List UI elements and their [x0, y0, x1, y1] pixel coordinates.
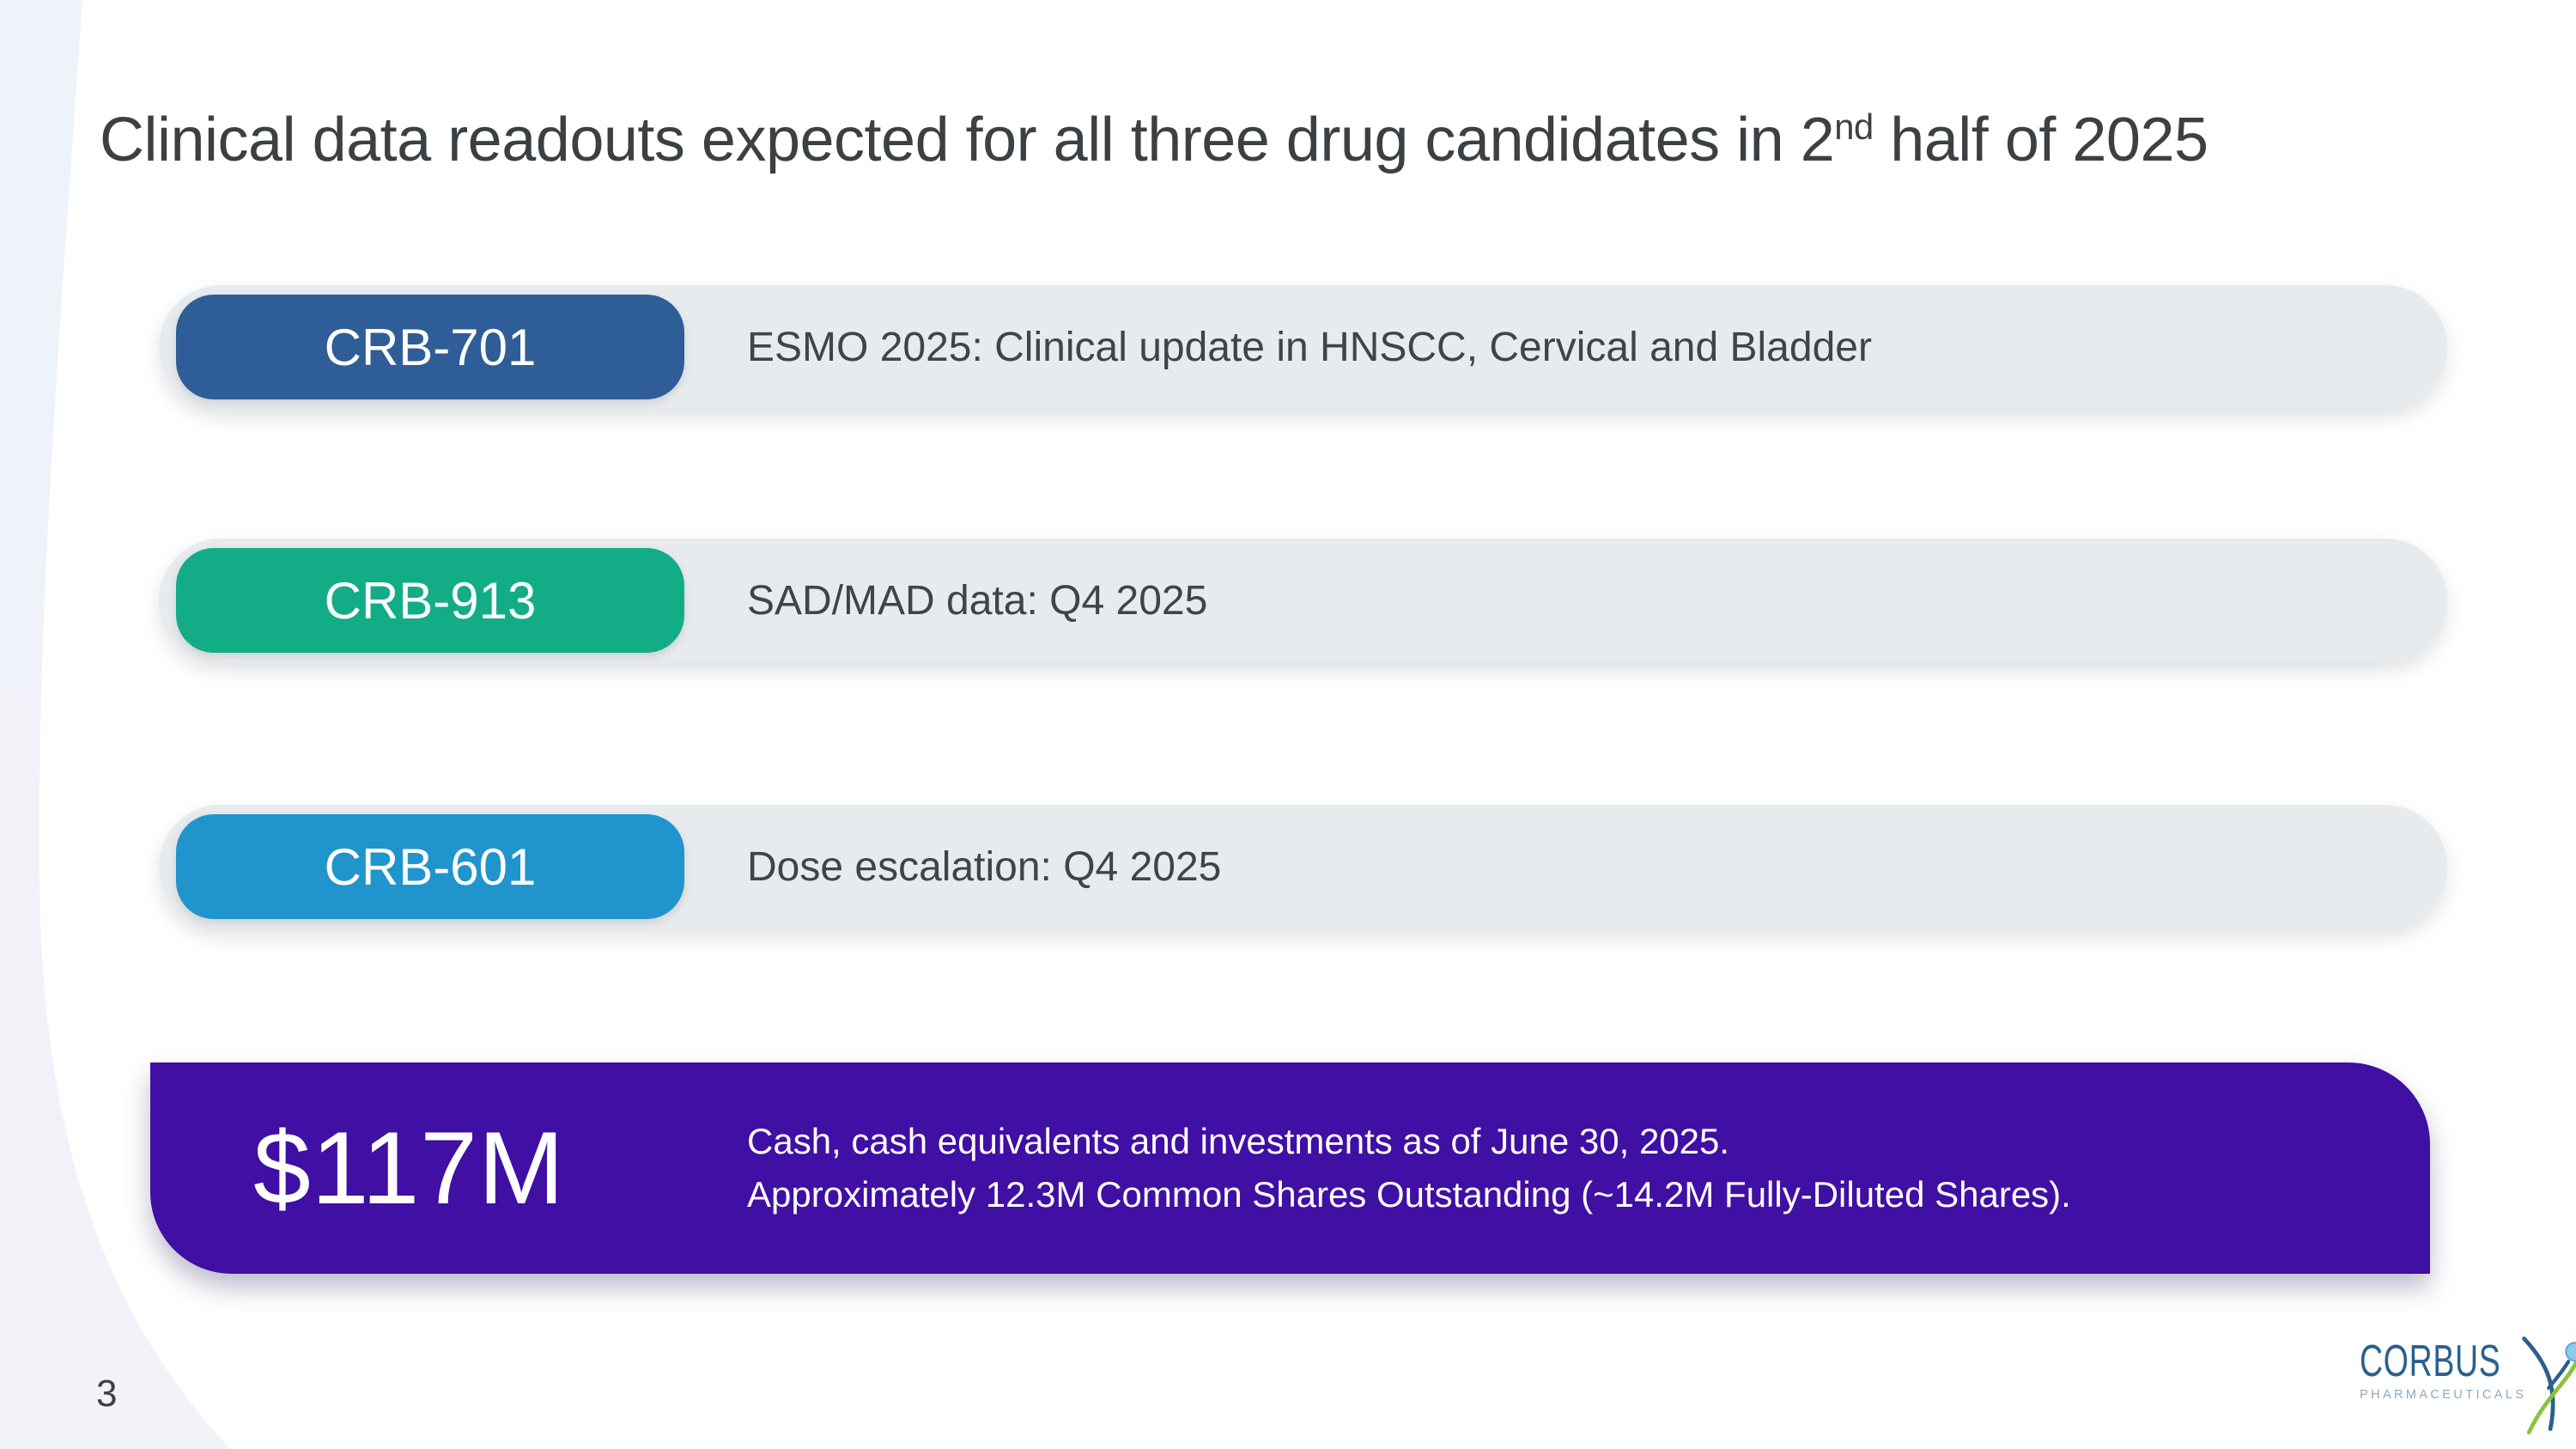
cash-description: Cash, cash equivalents and investments a… — [747, 1115, 2071, 1221]
logo-subtitle: PHARMACEUTICALS — [2360, 1388, 2527, 1402]
pill-crb-701: CRB-701 — [176, 295, 684, 399]
corbus-logo: CORBUS PHARMACEUTICALS — [2360, 1336, 2576, 1434]
readout-description: ESMO 2025: Clinical update in HNSCC, Cer… — [747, 324, 1872, 370]
readout-description: SAD/MAD data: Q4 2025 — [747, 577, 1208, 624]
pill-label: CRB-601 — [324, 837, 537, 896]
readout-row-crb-701: CRB-701 ESMO 2025: Clinical update in HN… — [159, 285, 2447, 409]
title-text-before: Clinical data readouts expected for all … — [100, 106, 1835, 174]
logo-company-name: CORBUS — [2360, 1336, 2501, 1386]
readout-row-crb-601: CRB-601 Dose escalation: Q4 2025 — [159, 805, 2447, 928]
title-text-after: half of 2025 — [1873, 106, 2208, 174]
logo-text: CORBUS PHARMACEUTICALS — [2360, 1336, 2555, 1402]
readout-description: Dose escalation: Q4 2025 — [747, 843, 1222, 890]
pill-label: CRB-913 — [324, 571, 537, 630]
slide-title: Clinical data readouts expected for all … — [100, 105, 2208, 175]
cash-line-1: Cash, cash equivalents and investments a… — [747, 1121, 1730, 1161]
left-curve-decoration — [0, 0, 230, 1449]
page-number: 3 — [96, 1373, 118, 1415]
cash-amount: $117M — [253, 1111, 566, 1226]
pill-crb-601: CRB-601 — [176, 814, 684, 919]
logo-figure-icon — [2522, 1336, 2576, 1434]
cash-box: $117M Cash, cash equivalents and investm… — [150, 1062, 2430, 1274]
pill-label: CRB-701 — [324, 318, 537, 376]
pill-crb-913: CRB-913 — [176, 548, 684, 653]
readout-row-crb-913: CRB-913 SAD/MAD data: Q4 2025 — [159, 539, 2447, 662]
title-superscript: nd — [1834, 107, 1874, 147]
cash-line-2: Approximately 12.3M Common Shares Outsta… — [747, 1174, 2071, 1215]
